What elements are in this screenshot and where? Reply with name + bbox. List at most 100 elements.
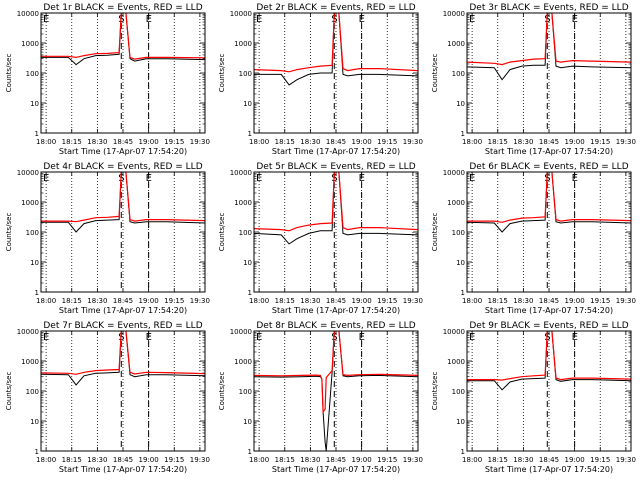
x-axis-label: Start Time (17-Apr-07 17:54:20) [272, 306, 400, 315]
event-marker-label: E [146, 173, 152, 184]
y-tick-label: 100 [26, 70, 39, 78]
plot-frame [466, 330, 632, 452]
lld-series-line [254, 331, 418, 414]
y-tick-label: 10 [456, 100, 465, 108]
y-tick-label: 10 [456, 259, 465, 267]
x-tick-label: 19:15 [377, 456, 397, 464]
x-tick-label: 18:45 [539, 297, 559, 305]
x-tick-label: 18:45 [113, 138, 133, 146]
y-axis-label: Counts/sec [5, 372, 13, 411]
y-tick-label: 1 [35, 130, 39, 138]
detector-panel: Det 4r BLACK = Events, RED = LLD Counts/s… [5, 162, 210, 315]
y-tick-label: 100 [26, 388, 39, 396]
y-tick-label: 10000 [443, 328, 465, 336]
y-tick-label: 1000 [447, 199, 465, 207]
x-tick-label: 18:30 [513, 138, 533, 146]
x-tick-label: 19:15 [377, 297, 397, 305]
y-tick-label: 1 [248, 289, 252, 297]
event-marker-label: E [572, 173, 578, 184]
x-tick-label: 18:00 [462, 456, 482, 464]
event-marker-label: E [43, 14, 49, 25]
lld-series-line [254, 172, 418, 232]
y-axis-label: Counts/sec [431, 213, 439, 252]
plot-frame [40, 12, 206, 134]
event-marker-label: E [43, 332, 49, 343]
events-series-line [254, 331, 418, 451]
y-tick-label: 1 [35, 448, 39, 456]
x-tick-label: 18:30 [300, 138, 320, 146]
x-tick-label: 19:30 [616, 138, 636, 146]
x-tick-label: 18:15 [275, 456, 295, 464]
y-tick-label: 10000 [443, 10, 465, 18]
plot-frame [253, 12, 419, 134]
x-tick-label: 18:30 [300, 456, 320, 464]
x-axis-label: Start Time (17-Apr-07 17:54:20) [272, 465, 400, 474]
y-tick-label: 10000 [230, 10, 252, 18]
detector-panel: Det 3r BLACK = Events, RED = LLD Counts/s… [431, 3, 636, 156]
lld-series-line [467, 331, 631, 381]
detector-panel: Det 8r BLACK = Events, RED = LLD Counts/s… [218, 321, 423, 474]
detector-panel: Det 2r BLACK = Events, RED = LLD Counts/s… [218, 3, 423, 156]
x-tick-label: 18:00 [462, 297, 482, 305]
x-tick-label: 19:15 [590, 297, 610, 305]
y-tick-label: 10 [243, 100, 252, 108]
panel-title: Det 2r BLACK = Events, RED = LLD [256, 3, 415, 13]
lld-series-line [41, 331, 205, 375]
x-tick-label: 19:00 [565, 456, 585, 464]
y-tick-label: 10 [243, 418, 252, 426]
lld-series-line [41, 13, 205, 60]
x-tick-label: 18:15 [62, 297, 82, 305]
x-tick-label: 18:30 [87, 138, 107, 146]
y-tick-label: 10 [30, 259, 39, 267]
panel-title: Det 4r BLACK = Events, RED = LLD [43, 162, 202, 172]
y-axis-label: Counts/sec [218, 372, 226, 411]
x-tick-label: 19:00 [352, 456, 372, 464]
x-tick-label: 18:30 [87, 456, 107, 464]
y-tick-label: 100 [239, 229, 252, 237]
y-tick-label: 10000 [443, 169, 465, 177]
y-tick-label: 10 [30, 100, 39, 108]
x-axis-label: Start Time (17-Apr-07 17:54:20) [59, 306, 187, 315]
event-marker-label: E [469, 332, 475, 343]
x-axis-label: Start Time (17-Apr-07 17:54:20) [272, 147, 400, 156]
x-tick-label: 18:45 [326, 138, 346, 146]
y-tick-label: 1 [461, 130, 465, 138]
x-tick-label: 19:00 [139, 138, 159, 146]
panel-title: Det 8r BLACK = Events, RED = LLD [256, 321, 415, 331]
y-tick-label: 10000 [230, 169, 252, 177]
x-tick-label: 19:15 [590, 456, 610, 464]
y-tick-label: 100 [452, 70, 465, 78]
x-tick-label: 18:15 [275, 138, 295, 146]
event-marker-label: E [359, 173, 365, 184]
detector-panel: Det 5r BLACK = Events, RED = LLD Counts/s… [218, 162, 423, 315]
y-tick-label: 1000 [234, 358, 252, 366]
x-tick-label: 18:00 [36, 138, 56, 146]
event-marker-label: E [359, 14, 365, 25]
lld-series-line [467, 172, 631, 223]
x-tick-label: 18:15 [488, 138, 508, 146]
x-tick-label: 18:00 [249, 456, 269, 464]
x-tick-label: 18:45 [539, 138, 559, 146]
x-tick-label: 19:15 [377, 138, 397, 146]
y-tick-label: 1000 [234, 199, 252, 207]
x-tick-label: 18:30 [300, 297, 320, 305]
x-axis-label: Start Time (17-Apr-07 17:54:20) [485, 465, 613, 474]
y-tick-label: 10000 [17, 169, 39, 177]
plot-frame [253, 171, 419, 293]
event-marker-label: E [572, 332, 578, 343]
event-marker-label: E [146, 14, 152, 25]
y-axis-label: Counts/sec [431, 54, 439, 93]
x-tick-label: 19:30 [403, 297, 423, 305]
y-tick-label: 10 [243, 259, 252, 267]
x-tick-label: 18:30 [87, 297, 107, 305]
y-tick-label: 1 [248, 130, 252, 138]
x-tick-label: 19:30 [190, 138, 210, 146]
y-tick-label: 10000 [17, 328, 39, 336]
x-tick-label: 18:00 [249, 297, 269, 305]
x-tick-label: 19:15 [164, 138, 184, 146]
event-marker-label: E [469, 173, 475, 184]
x-tick-label: 19:30 [403, 456, 423, 464]
plot-frame [253, 330, 419, 452]
y-tick-label: 100 [26, 229, 39, 237]
x-tick-label: 19:00 [565, 138, 585, 146]
